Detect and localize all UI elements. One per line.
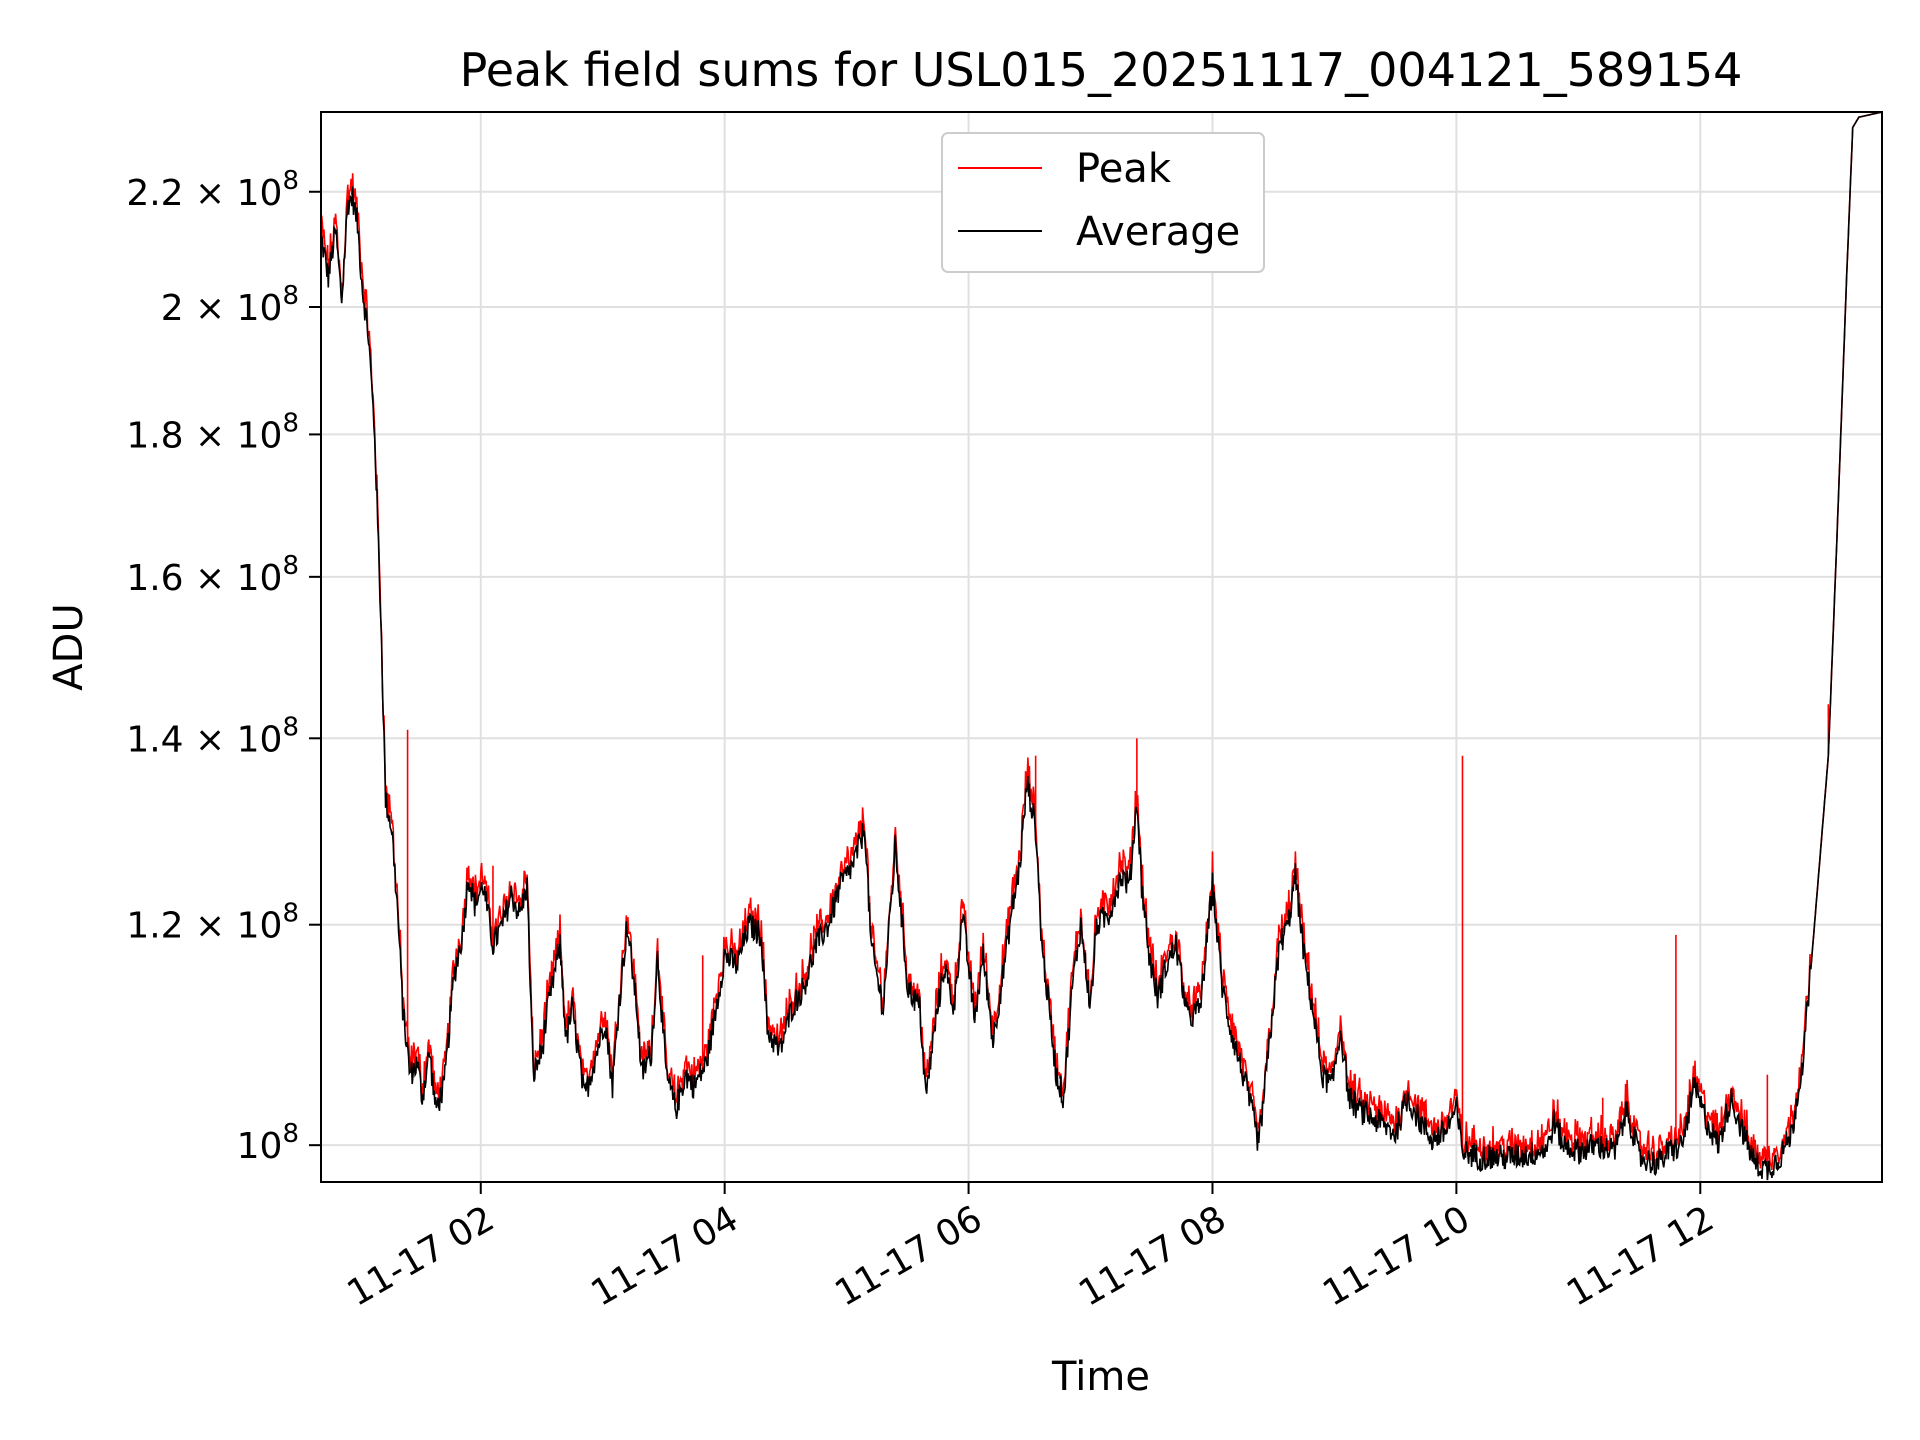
x-tick-label-4: 11-17 10 <box>1316 1198 1477 1314</box>
legend-peak-label: Peak <box>1076 146 1172 192</box>
y-tick-label-6: 2.2 × 108 <box>126 166 299 214</box>
x-tick-label-0: 11-17 02 <box>341 1198 502 1314</box>
axes-frame <box>320 111 1883 1183</box>
x-tick-label-2: 11-17 06 <box>828 1198 989 1314</box>
y-tick-label-3: 1.6 × 108 <box>126 551 299 599</box>
y-tick-label-5: 2 × 108 <box>161 281 299 329</box>
x-tick-label-5: 11-17 12 <box>1560 1198 1721 1314</box>
y-axis-ticks: 108 1.2 × 108 1.4 × 108 1.6 × 108 1.8 × 108 2… <box>126 166 321 1167</box>
y-axis-label: ADU <box>46 603 92 690</box>
chart-title: Peak field sums for USL015_20251117_0041… <box>460 43 1743 97</box>
y-tick-label-0: 108 <box>237 1119 299 1167</box>
series-peak-spikes <box>406 704 1830 1181</box>
x-tick-label-3: 11-17 08 <box>1072 1198 1233 1314</box>
x-axis-label: Time <box>1051 1354 1150 1400</box>
x-tick-label-1: 11-17 04 <box>584 1198 745 1314</box>
y-tick-label-1: 1.2 × 108 <box>126 899 299 947</box>
legend-average-label: Average <box>1076 209 1240 255</box>
y-tick-label-4: 1.8 × 108 <box>126 408 299 456</box>
plot-area <box>320 111 1883 1181</box>
series-average-line <box>320 111 1883 1181</box>
legend: Peak Average <box>941 132 1265 273</box>
y-tick-label-2: 1.4 × 108 <box>126 712 299 760</box>
x-axis-ticks: 11-17 02 11-17 04 11-17 06 11-17 08 11-17 10… <box>341 1182 1721 1315</box>
